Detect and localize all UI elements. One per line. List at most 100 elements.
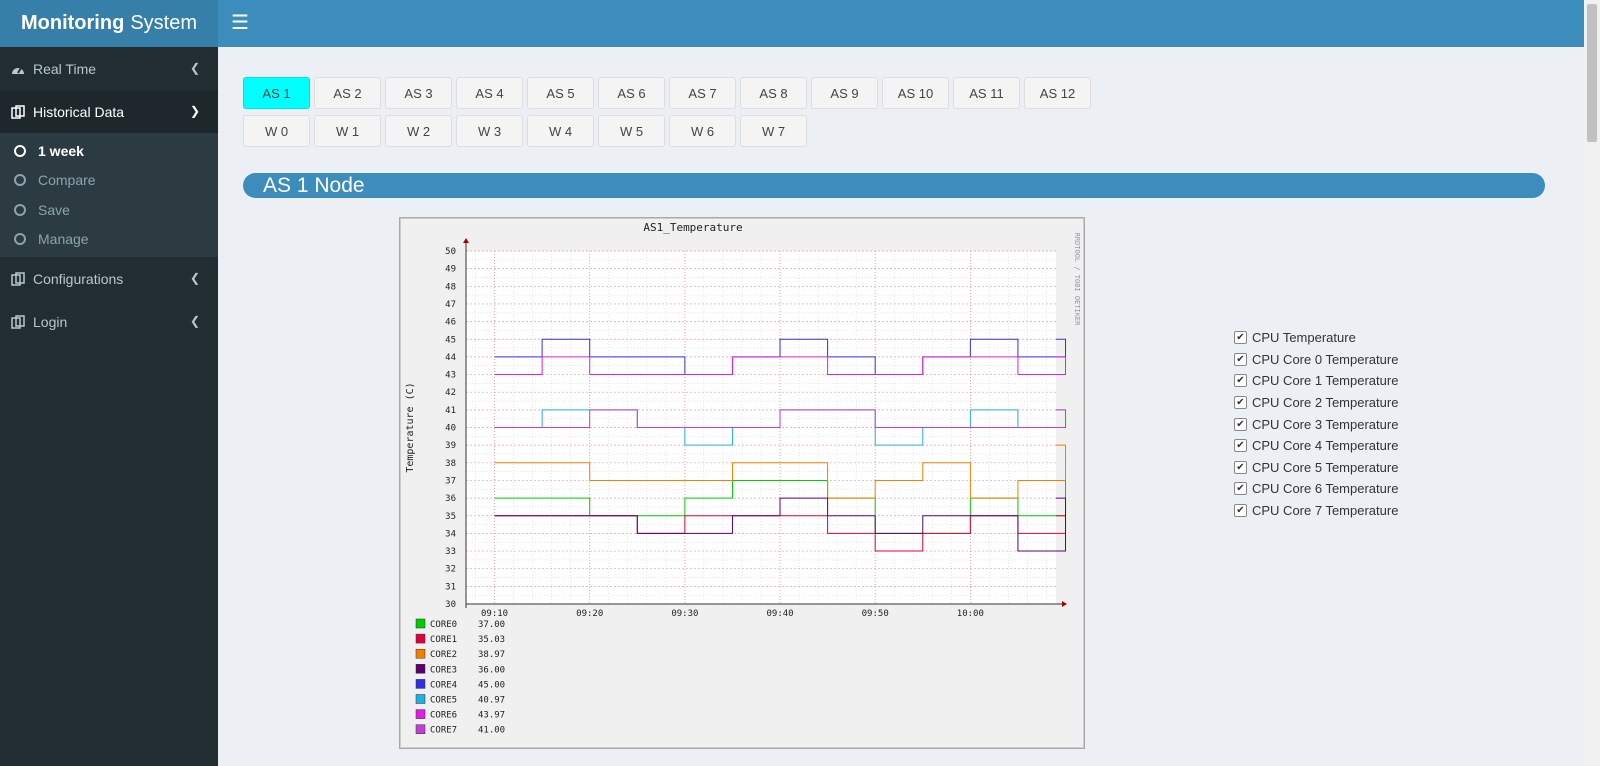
as-button-8[interactable]: AS 8 [740, 77, 807, 109]
chevron-left-icon: ❮ [189, 271, 200, 285]
temperature-chart: 30 31 32 33 34 35 36 37 38 39 40 41 42 43 44 45 46 47 48 49… [399, 217, 1085, 749]
y-tick-label: 36 [445, 494, 456, 504]
submenu-item-save[interactable]: Save [0, 195, 218, 225]
y-tick-label: 50 [445, 247, 456, 257]
x-tick-label: 09:10 [481, 609, 508, 619]
checkbox-checked[interactable]: ✔ [1234, 417, 1247, 431]
as-button-5[interactable]: AS 5 [527, 77, 594, 109]
copy-icon [10, 314, 26, 330]
top-navbar: Monitoring System ☰ [0, 0, 1584, 47]
y-tick-label: 44 [445, 353, 456, 363]
as-button-12[interactable]: AS 12 [1024, 77, 1091, 109]
legend-value: 40.97 [478, 696, 505, 706]
sidebar-item-historical-data[interactable]: Historical Data ❯ [0, 90, 218, 133]
legend-swatch-core2 [415, 648, 426, 659]
chevron-down-icon: ❯ [189, 104, 200, 118]
as-button-2[interactable]: AS 2 [314, 77, 381, 109]
series-checkbox-row[interactable]: ✔ CPU Temperature [1234, 327, 1398, 349]
app-logo[interactable]: Monitoring System [0, 0, 218, 47]
submenu-label: Save [38, 201, 70, 218]
series-checkbox-row[interactable]: ✔ CPU Core 2 Temperature [1234, 392, 1398, 414]
y-tick-label: 37 [445, 476, 456, 486]
series-checkbox-list: ✔ CPU Temperature ✔ CPU Core 0 Temperature ✔… [1234, 327, 1398, 521]
circle-icon [14, 174, 26, 187]
chevron-left-icon: ❮ [189, 314, 200, 328]
y-tick-label: 47 [445, 300, 456, 310]
as-button-9[interactable]: AS 9 [811, 77, 878, 109]
node-title-bar: AS 1 Node [243, 173, 1545, 198]
series-checkbox-row[interactable]: ✔ CPU Core 1 Temperature [1234, 370, 1398, 392]
y-tick-label: 43 [445, 371, 456, 381]
checkbox-checked[interactable]: ✔ [1234, 460, 1247, 474]
as-button-1[interactable]: AS 1 [243, 77, 310, 109]
y-tick-label: 38 [445, 459, 456, 469]
legend-value: 36.00 [478, 665, 505, 675]
menu-toggle-icon[interactable]: ☰ [231, 12, 249, 34]
checkbox-label: CPU Core 6 Temperature [1252, 481, 1399, 497]
w-button-1[interactable]: W 1 [314, 115, 381, 147]
w-button-2[interactable]: W 2 [385, 115, 452, 147]
checkbox-label: CPU Core 4 Temperature [1252, 438, 1399, 454]
x-tick-label: 10:00 [957, 609, 984, 619]
legend-name: CORE3 [430, 665, 457, 675]
w-button-5[interactable]: W 5 [598, 115, 665, 147]
submenu-item-1-week[interactable]: 1 week [0, 136, 218, 166]
submenu-item-compare[interactable]: Compare [0, 166, 218, 196]
legend-swatch-core5 [415, 694, 426, 704]
series-checkbox-row[interactable]: ✔ CPU Core 5 Temperature [1234, 457, 1398, 479]
checkbox-checked[interactable]: ✔ [1234, 504, 1247, 518]
series-checkbox-row[interactable]: ✔ CPU Core 3 Temperature [1234, 413, 1398, 435]
checkbox-checked[interactable]: ✔ [1234, 331, 1247, 345]
y-tick-label: 42 [445, 388, 456, 398]
series-line-core7 [494, 409, 1067, 428]
w-button-7[interactable]: W 7 [740, 115, 807, 147]
sidebar-item-label: Historical Data [33, 103, 125, 120]
y-tick-label: 48 [445, 282, 456, 292]
w-button-6[interactable]: W 6 [669, 115, 736, 147]
checkbox-checked[interactable]: ✔ [1234, 396, 1247, 410]
checkbox-checked[interactable]: ✔ [1234, 352, 1247, 366]
scrollbar-thumb[interactable] [1587, 4, 1597, 142]
x-tick-label: 09:50 [862, 609, 889, 619]
page-scrollbar[interactable] [1584, 0, 1600, 766]
checkbox-checked[interactable]: ✔ [1234, 374, 1247, 388]
checkbox-checked[interactable]: ✔ [1234, 439, 1247, 453]
x-tick-label: 09:40 [766, 609, 793, 619]
as-button-3[interactable]: AS 3 [385, 77, 452, 109]
as-button-4[interactable]: AS 4 [456, 77, 523, 109]
series-checkbox-row[interactable]: ✔ CPU Core 7 Temperature [1234, 500, 1398, 522]
w-button-0[interactable]: W 0 [243, 115, 310, 147]
legend-name: CORE6 [430, 711, 457, 721]
checkbox-label: CPU Core 2 Temperature [1252, 395, 1399, 411]
w-button-3[interactable]: W 3 [456, 115, 523, 147]
as-button-10[interactable]: AS 10 [882, 77, 949, 109]
w-button-4[interactable]: W 4 [527, 115, 594, 147]
as-button-7[interactable]: AS 7 [669, 77, 736, 109]
checkbox-checked[interactable]: ✔ [1234, 482, 1247, 496]
legend-value: 45.00 [478, 680, 505, 690]
sidebar-item-label: Real Time [33, 60, 97, 77]
legend-name: CORE2 [430, 650, 457, 660]
x-tick-label: 09:30 [671, 609, 698, 619]
y-tick-label: 46 [445, 318, 456, 328]
checkbox-label: CPU Core 0 Temperature [1252, 351, 1399, 367]
y-tick-label: 32 [445, 565, 456, 575]
as-button-6[interactable]: AS 6 [598, 77, 665, 109]
as-button-11[interactable]: AS 11 [953, 77, 1020, 109]
circle-icon [14, 144, 26, 157]
series-checkbox-row[interactable]: ✔ CPU Core 0 Temperature [1234, 349, 1398, 371]
y-tick-label: 34 [445, 529, 456, 539]
submenu-item-manage[interactable]: Manage [0, 225, 218, 255]
y-tick-label: 39 [445, 441, 456, 451]
sidebar-item-configurations[interactable]: Configurations ❮ [0, 257, 218, 300]
y-tick-label: 31 [445, 582, 456, 592]
checkbox-label: CPU Core 3 Temperature [1252, 416, 1399, 432]
sidebar-item-label: Configurations [33, 270, 124, 287]
sidebar-item-real-time[interactable]: Real Time ❮ [0, 47, 218, 90]
sidebar-item-login[interactable]: Login ❮ [0, 300, 218, 343]
series-checkbox-row[interactable]: ✔ CPU Core 6 Temperature [1234, 478, 1398, 500]
submenu-label: Compare [38, 172, 96, 189]
series-checkbox-row[interactable]: ✔ CPU Core 4 Temperature [1234, 435, 1398, 457]
y-tick-label: 33 [445, 547, 456, 557]
legend-swatch-core6 [415, 709, 426, 719]
